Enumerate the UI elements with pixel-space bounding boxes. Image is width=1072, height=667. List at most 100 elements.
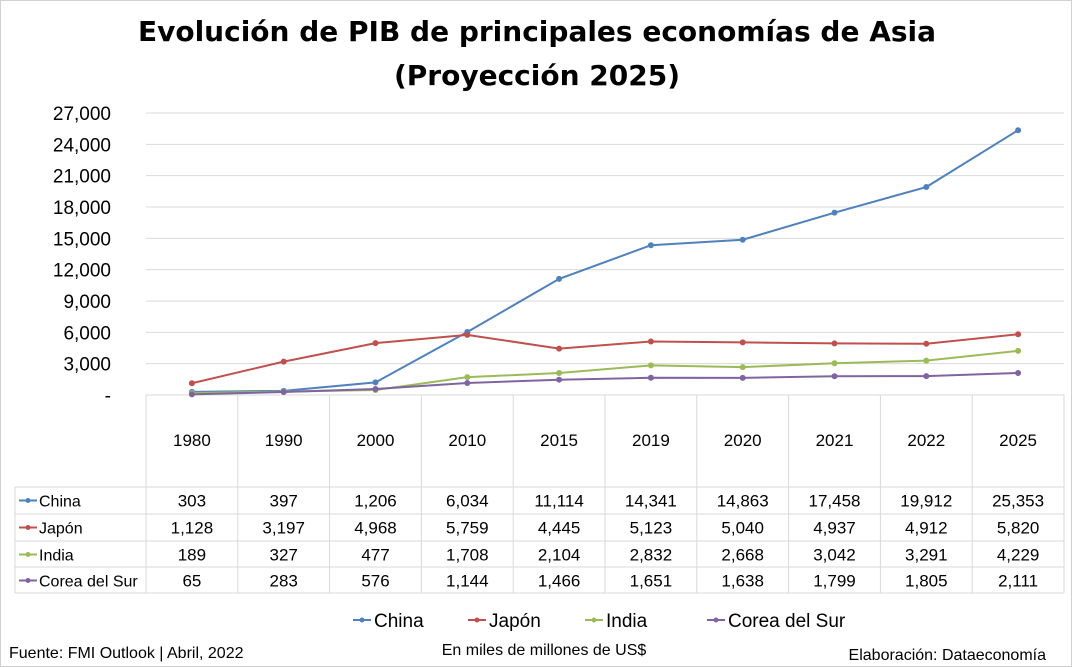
data-point: [647, 362, 654, 369]
chart-subtitle: (Proyección 2025): [394, 59, 680, 92]
table-cell-value: 1,466: [538, 572, 581, 591]
legend-entry: India: [606, 611, 648, 632]
table-cell-value: 477: [361, 546, 389, 565]
source-note: Fuente: FMI Outlook | Abril, 2022: [9, 645, 244, 662]
table-cell-value: 14,341: [625, 492, 677, 511]
data-point: [464, 380, 471, 387]
table-cell-value: 189: [178, 546, 206, 565]
data-point: [739, 374, 746, 381]
data-point: [372, 385, 379, 392]
data-point: [923, 373, 930, 380]
data-point: [556, 275, 563, 282]
table-cell-value: 283: [270, 572, 298, 591]
table-cell-value: 1,651: [630, 572, 673, 591]
y-tick-label: -: [105, 386, 111, 407]
table-cell-value: 576: [361, 572, 389, 591]
table-cell-value: 4,937: [813, 519, 856, 538]
table-cell-value: 4,229: [997, 546, 1040, 565]
legend-key-marker: [591, 617, 597, 623]
table-cell-value: 65: [182, 572, 201, 591]
y-tick-label: 6,000: [63, 323, 111, 344]
table-cell-value: 1,206: [354, 492, 397, 511]
data-point: [831, 209, 838, 216]
y-tick-label: 18,000: [53, 198, 111, 219]
table-cell-value: 1,128: [171, 519, 214, 538]
chart-title: Evolución de PIB de principales economía…: [138, 15, 936, 48]
x-category-label: 2010: [448, 431, 486, 450]
y-tick-label: 3,000: [63, 355, 111, 376]
data-point: [1015, 331, 1022, 338]
table-cell-value: 2,832: [630, 546, 673, 565]
y-tick-label: 27,000: [53, 104, 111, 125]
table-cell-value: 19,912: [900, 492, 952, 511]
data-point: [739, 364, 746, 371]
table-cell-value: 5,759: [446, 519, 489, 538]
table-row-label: Japón: [39, 521, 83, 538]
table-cell-value: 3,291: [905, 546, 948, 565]
data-point: [647, 242, 654, 249]
data-point: [188, 380, 195, 387]
series-line: [191, 371, 1019, 396]
series-line: [191, 333, 1019, 385]
table-cell-value: 1,708: [446, 546, 489, 565]
data-point: [923, 357, 930, 364]
table-cell-value: 2,668: [721, 546, 764, 565]
x-category-label: 2021: [816, 431, 854, 450]
table-cell-value: 11,114: [534, 492, 583, 511]
table-cell-value: 25,353: [992, 492, 1044, 511]
legend-entry: Corea del Sur: [728, 611, 846, 632]
table-cell-value: 5,040: [721, 519, 764, 538]
data-point: [1015, 369, 1022, 376]
data-point: [923, 340, 930, 347]
data-point: [280, 389, 287, 396]
y-tick-label: 21,000: [53, 167, 111, 188]
data-point: [372, 340, 379, 347]
credit-note: Elaboración: Dataeconomía: [849, 647, 1047, 664]
data-point: [831, 373, 838, 380]
data-point: [188, 391, 195, 398]
table-cell-value: 5,123: [630, 519, 673, 538]
table-row-label: India: [39, 548, 74, 565]
data-point: [923, 184, 930, 191]
y-tick-label: 9,000: [63, 292, 111, 313]
table-cell-value: 6,034: [446, 492, 489, 511]
x-category-label: 2020: [724, 431, 762, 450]
table-cell-value: 3,042: [813, 546, 856, 565]
data-point: [1015, 127, 1022, 134]
x-category-label: 2000: [357, 431, 395, 450]
x-category-label: 1980: [173, 431, 211, 450]
x-category-label: 2025: [999, 431, 1037, 450]
table-legend-key-marker: [25, 552, 31, 557]
table-cell-value: 1,799: [813, 572, 856, 591]
table-cell-value: 1,144: [446, 572, 489, 591]
data-point: [831, 360, 838, 367]
data-point: [739, 236, 746, 243]
table-cell-value: 4,912: [905, 519, 948, 538]
data-point: [280, 358, 287, 365]
table-cell-value: 1,638: [721, 572, 764, 591]
data-point: [739, 339, 746, 346]
table-row-label: China: [39, 494, 81, 511]
data-point: [556, 370, 563, 377]
x-category-label: 2019: [632, 431, 670, 450]
data-point: [556, 345, 563, 352]
table-cell-value: 4,968: [354, 519, 397, 538]
data-point: [464, 374, 471, 381]
table-cell-value: 2,111: [998, 572, 1038, 591]
table-cell-value: 303: [178, 492, 206, 511]
data-point: [1015, 347, 1022, 354]
table-cell-value: 327: [270, 546, 298, 565]
table-legend-key-marker: [25, 498, 31, 503]
data-point: [464, 331, 471, 338]
table-cell-value: 1,805: [905, 572, 948, 591]
x-category-label: 2015: [540, 431, 578, 450]
table-cell-value: 2,104: [538, 546, 581, 565]
legend-key-marker: [359, 617, 365, 623]
x-category-label: 1990: [265, 431, 303, 450]
data-point: [556, 376, 563, 383]
table-legend-key-marker: [25, 525, 31, 530]
unit-note: En miles de millones de US$: [442, 642, 647, 659]
y-tick-label: 15,000: [53, 229, 111, 250]
